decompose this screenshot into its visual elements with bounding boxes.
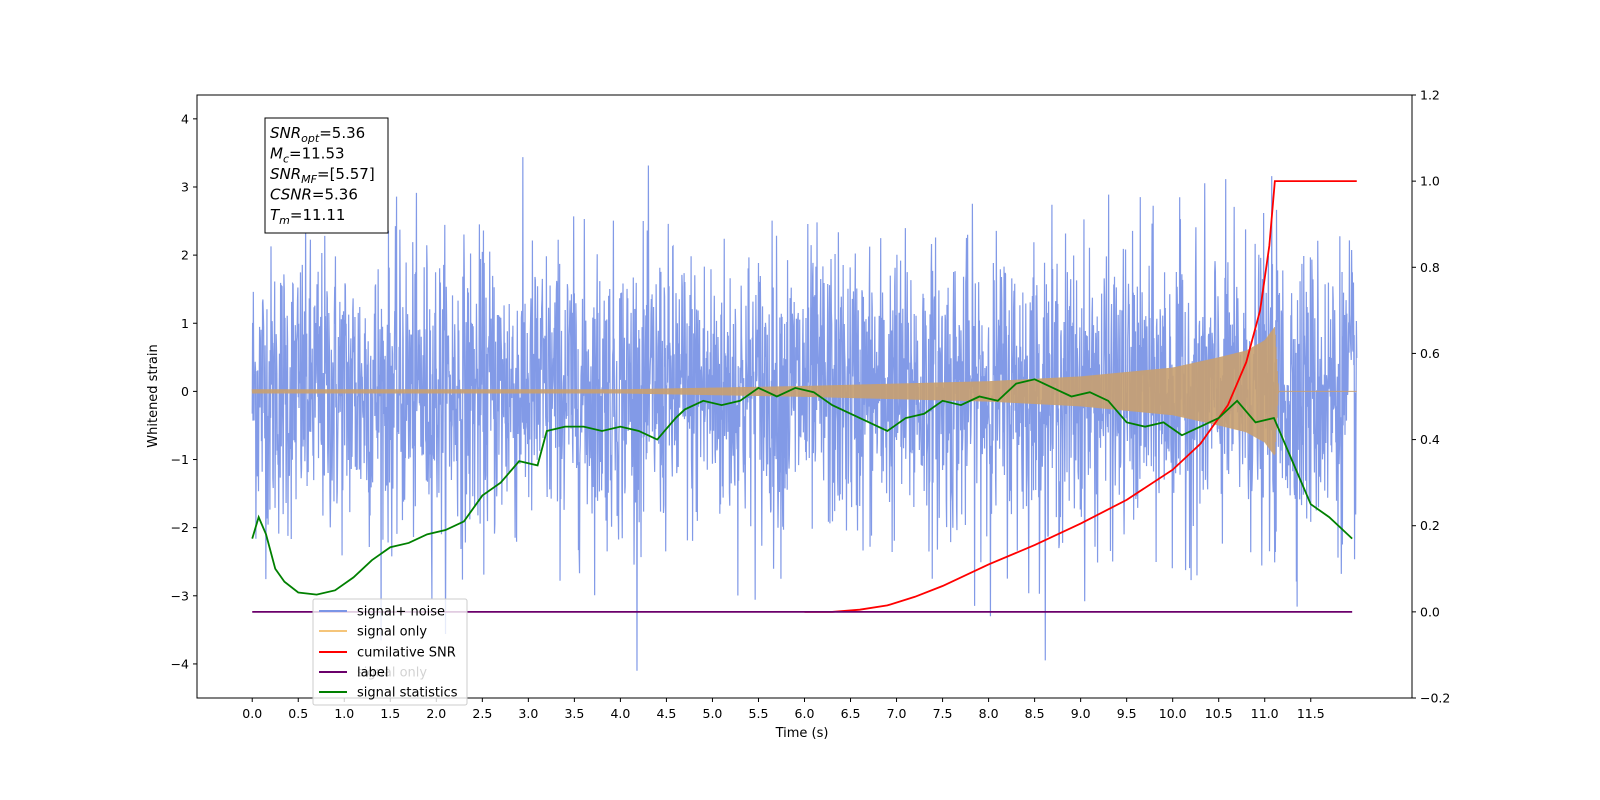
x-tick-label: 8.5 bbox=[1025, 706, 1045, 721]
legend-label-signal-statistics: signal statistics bbox=[357, 686, 458, 701]
series-line-cumilative-snr bbox=[804, 180, 1357, 613]
x-tick-label: 10.0 bbox=[1159, 706, 1187, 721]
legend-frame bbox=[312, 598, 468, 706]
legend: signal+ noise signal only cumilative SNR la… bbox=[312, 598, 468, 706]
legend-label-label: label bbox=[357, 666, 388, 681]
annotation-line: CSNR=5.36 bbox=[270, 186, 358, 204]
y-tick-label: 4 bbox=[181, 111, 189, 126]
x-tick-label: 3.5 bbox=[564, 706, 584, 721]
y2-tick-label: 0.8 bbox=[1420, 260, 1440, 275]
annotation-frame bbox=[264, 117, 389, 234]
annotation-line: SNRMF=[5.57] bbox=[270, 165, 375, 186]
x-axis-label: Time (s) bbox=[775, 726, 829, 741]
y2-tick-label: −0.2 bbox=[1420, 691, 1450, 706]
series-line-signal-statistics bbox=[251, 378, 1353, 596]
series-line-signal-only bbox=[251, 326, 1357, 456]
x-tick-label: 2.0 bbox=[426, 706, 446, 721]
y-axis-left: 4 3 2 1 0 −1 −2 −3 −4 bbox=[171, 111, 197, 671]
x-tick-label: 1.0 bbox=[334, 706, 354, 721]
y-tick-label: −3 bbox=[171, 588, 189, 603]
x-tick-label: 5.5 bbox=[749, 706, 769, 721]
annotation-line: SNRopt=5.36 bbox=[270, 124, 365, 145]
x-tick-label: 5.0 bbox=[703, 706, 723, 721]
x-tick-label: 3.0 bbox=[518, 706, 538, 721]
annotation-box: SNRopt=5.36Mc=11.53SNRMF=[5.57]CSNR=5.36… bbox=[264, 117, 389, 234]
x-tick-label: 11.5 bbox=[1297, 706, 1325, 721]
x-tick-label: 4.0 bbox=[610, 706, 630, 721]
x-tick-label: 10.5 bbox=[1205, 706, 1233, 721]
y2-tick-label: 0.4 bbox=[1420, 432, 1440, 447]
annotation-line: Mc=11.53 bbox=[270, 145, 345, 166]
x-tick-label: 6.0 bbox=[795, 706, 815, 721]
legend-label-signal-only: signal only bbox=[357, 666, 427, 681]
x-tick-label: 8.0 bbox=[979, 706, 999, 721]
x-tick-label: 9.0 bbox=[1071, 706, 1091, 721]
y2-tick-label: 1.0 bbox=[1420, 174, 1440, 189]
legend-label-signal-noise: signal+ noise bbox=[357, 605, 445, 620]
x-tick-label: 11.0 bbox=[1251, 706, 1279, 721]
x-tick-label: 7.0 bbox=[887, 706, 907, 721]
y-tick-label: −2 bbox=[171, 520, 189, 535]
x-tick-label: 7.5 bbox=[933, 706, 953, 721]
y-axis-label: Whitened strain bbox=[146, 344, 161, 447]
series-layer bbox=[251, 157, 1358, 671]
x-tick-label: 4.5 bbox=[656, 706, 676, 721]
x-tick-label: 6.5 bbox=[841, 706, 861, 721]
y2-tick-label: 0.2 bbox=[1420, 518, 1440, 533]
y-tick-label: −4 bbox=[171, 656, 189, 671]
x-tick-label: 0.0 bbox=[242, 706, 262, 721]
annotation-line: Tm=11.11 bbox=[270, 206, 345, 227]
x-tick-label: 0.5 bbox=[288, 706, 308, 721]
y-axis-right: 1.2 1.0 0.8 0.6 0.4 0.2 0.0 −0.2 bbox=[1412, 88, 1450, 706]
y-tick-label: 0 bbox=[181, 384, 189, 399]
y-tick-label: 3 bbox=[181, 179, 189, 194]
y2-tick-label: 0.0 bbox=[1420, 604, 1440, 619]
x-tick-label: 1.5 bbox=[380, 706, 400, 721]
y-tick-label: −1 bbox=[171, 452, 189, 467]
y-tick-label: 1 bbox=[181, 316, 189, 331]
x-tick-label: 9.5 bbox=[1117, 706, 1137, 721]
x-axis: 0.0 0.5 1.0 1.5 2.0 2.5 3.0 3.5 4.0 4.5 5.0 5.5 6.0 6… bbox=[242, 698, 1325, 721]
legend-label-cumilative-snr: cumilative SNR bbox=[357, 646, 456, 661]
legend-label-signal-only: signal only bbox=[357, 625, 427, 640]
y2-tick-label: 1.2 bbox=[1420, 88, 1440, 103]
x-tick-label: 2.5 bbox=[472, 706, 492, 721]
y2-tick-label: 0.6 bbox=[1420, 346, 1440, 361]
y-tick-label: 2 bbox=[181, 248, 189, 263]
